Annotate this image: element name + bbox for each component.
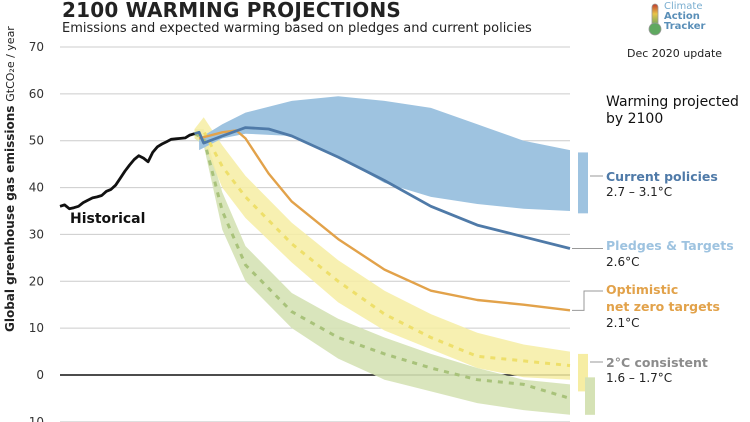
legend-label-optimistic-line2: net zero targets (606, 299, 720, 314)
yellow-2c-end-bar (578, 353, 588, 392)
optimistic-connector (572, 290, 603, 311)
update-date: Dec 2020 update (627, 47, 723, 60)
current-policies-band (199, 96, 570, 211)
legend-value-2c-consistent: 1.6 – 1.7°C (606, 371, 673, 385)
pledges-targets-line (194, 126, 571, 250)
legend-label-2c-consistent: 2°C consistent (606, 355, 708, 370)
yellow-2c-median-line (194, 129, 571, 368)
current-policies-end-bar (578, 152, 588, 214)
y-tick-label: -10 (24, 415, 44, 422)
y-tick-label: 70 (29, 40, 44, 54)
yellow-2c-band (194, 117, 570, 380)
legend-value-current-policies: 2.7 – 3.1°C (606, 185, 673, 199)
legend-label-current-policies: Current policies (606, 169, 718, 184)
logo-text-tracker: Tracker (664, 21, 706, 32)
y-tick-label: 20 (29, 274, 44, 288)
green-2c-end-bar (585, 377, 595, 415)
climate-action-tracker-logo: Climate Action Tracker (648, 2, 718, 38)
historical-annotation: Historical (70, 211, 146, 227)
legend-heading-line2: by 2100 (606, 111, 664, 127)
y-tick-label: 0 (36, 368, 44, 382)
legend-value-optimistic: 2.1°C (606, 316, 640, 330)
logo-text-climate: Climate (664, 1, 703, 12)
legend-heading-line1: Warming projected (606, 94, 739, 110)
legend-value-pledges-targets: 2.6°C (606, 255, 640, 269)
historical-line (59, 132, 195, 211)
y-tick-label: 40 (29, 181, 44, 195)
y-tick-label: 50 (29, 134, 44, 148)
thermometer-icon (648, 3, 662, 36)
chart-title: 2100 WARMING PROJECTIONS (62, 0, 401, 22)
y-tick-label: 10 (29, 321, 44, 335)
logo-text-action: Action (664, 11, 700, 22)
y-tick-label: 30 (29, 227, 44, 241)
legend-heading: Warming projected by 2100 (606, 94, 750, 128)
chart-subtitle: Emissions and expected warming based on … (62, 21, 532, 36)
y-tick-label: 60 (29, 87, 44, 101)
legend-label-pledges-targets: Pledges & Targets (606, 238, 734, 253)
legend-label-optimistic-line1: Optimistic (606, 282, 679, 297)
